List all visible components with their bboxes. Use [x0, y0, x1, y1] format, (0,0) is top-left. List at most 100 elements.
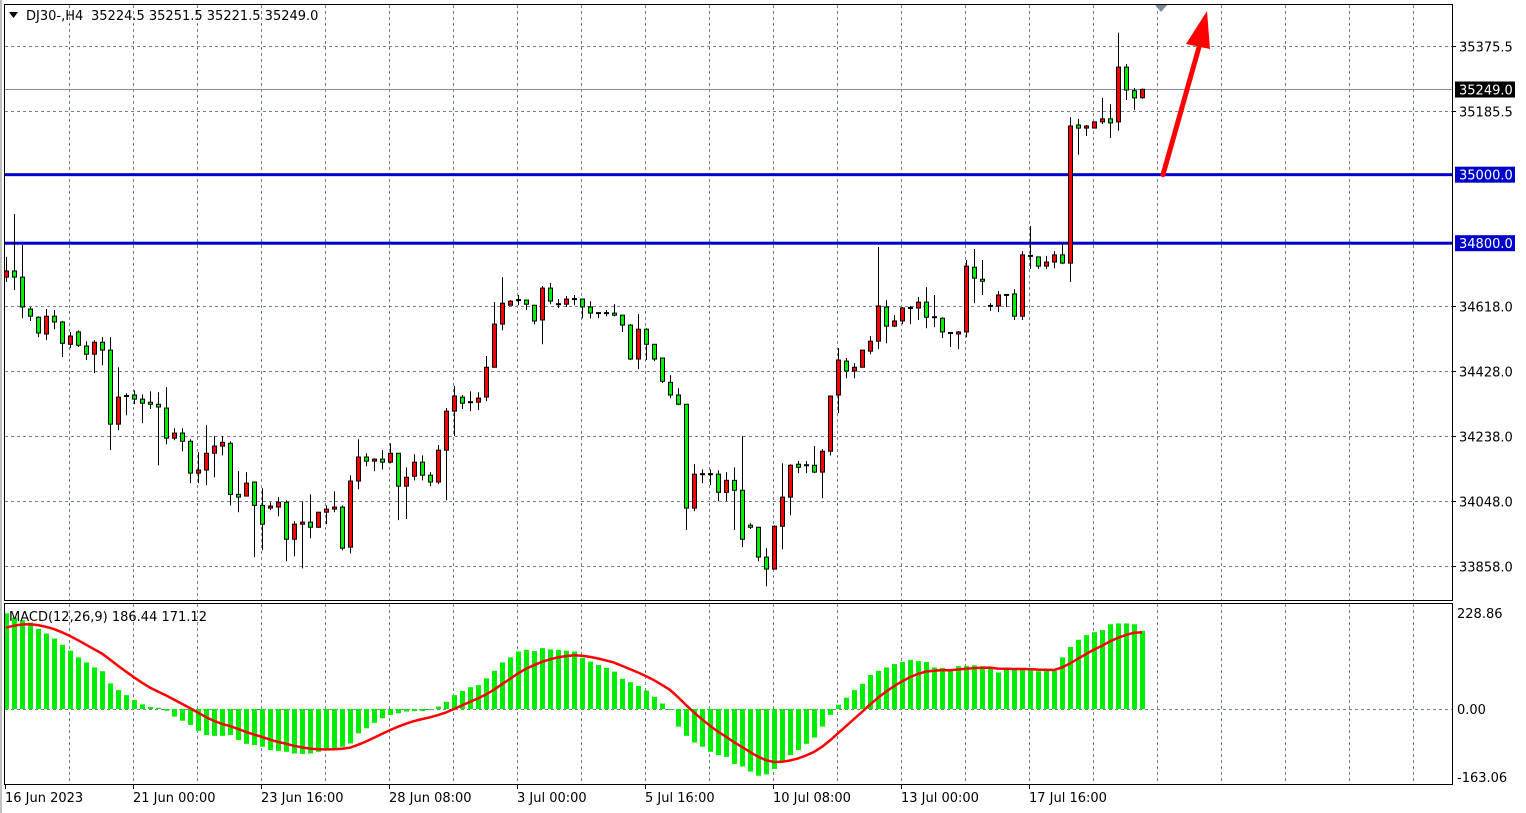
candle: [844, 358, 849, 379]
macd-bar: [668, 709, 673, 710]
candle: [276, 497, 281, 517]
macd-bar: [444, 701, 449, 709]
candle-body: [1100, 118, 1105, 123]
macd-bar: [68, 650, 73, 709]
candle-body: [340, 506, 345, 549]
candle: [756, 526, 761, 562]
macd-bar: [772, 709, 777, 769]
candle-body: [780, 496, 785, 527]
time-tick-label: 16 Jun 2023: [5, 791, 83, 806]
candle-body: [164, 407, 169, 439]
candle: [380, 450, 385, 470]
candle: [36, 316, 41, 338]
macd-bar: [932, 667, 937, 709]
price-tick-label: 34238.0: [1459, 431, 1513, 446]
candle: [1052, 251, 1057, 269]
macd-bar: [1044, 670, 1049, 709]
candle-body: [836, 359, 841, 396]
candle-body: [156, 403, 161, 408]
candle: [564, 295, 569, 307]
candle: [676, 388, 681, 406]
candle: [636, 314, 641, 369]
candle: [396, 452, 401, 521]
candle-body: [732, 479, 737, 491]
candle: [116, 367, 121, 431]
price-tick-label: 34428.0: [1459, 366, 1513, 381]
candle: [660, 357, 665, 384]
candle-body: [380, 458, 385, 463]
candle: [156, 392, 161, 466]
candle-body: [388, 452, 393, 463]
candle-body: [60, 321, 65, 344]
arrow-up-right-icon[interactable]: [1160, 11, 1210, 178]
macd-bar: [388, 709, 393, 715]
candle-body: [1076, 124, 1081, 129]
macd-bar: [340, 709, 345, 747]
candle-body: [532, 304, 537, 322]
candle-body: [684, 403, 689, 509]
candle: [812, 446, 817, 474]
candle-body: [940, 317, 945, 333]
candle: [140, 394, 145, 424]
candle-body: [492, 323, 497, 368]
level-line[interactable]: [5, 173, 1452, 177]
candle: [612, 304, 617, 317]
candle-body: [316, 511, 321, 528]
candle-body: [884, 306, 889, 327]
price-tick-label: 34618.0: [1459, 301, 1513, 316]
dropdown-triangle-icon[interactable]: [9, 12, 18, 18]
macd-bar: [740, 709, 745, 767]
candle: [228, 441, 233, 506]
macd-bar: [836, 704, 841, 709]
candle: [260, 488, 265, 551]
candle-body: [324, 508, 329, 513]
macd-bar: [188, 709, 193, 725]
candle-body: [412, 461, 417, 477]
candle: [508, 300, 513, 306]
candle-body: [636, 328, 641, 360]
macd-bar: [820, 709, 825, 727]
candle: [588, 301, 593, 319]
level-line[interactable]: [5, 241, 1452, 245]
candle-body: [548, 287, 553, 302]
candle: [164, 387, 169, 445]
macd-tick-label: 0.00: [1457, 703, 1486, 718]
macd-bar: [348, 709, 353, 744]
candle-body: [900, 307, 905, 322]
candle-body: [228, 442, 233, 495]
macd-bar: [84, 662, 89, 709]
candle-body: [692, 473, 697, 509]
macd-bar: [1028, 669, 1033, 709]
candle-body: [396, 452, 401, 487]
candle: [700, 469, 705, 484]
candle-body: [772, 525, 777, 570]
candle: [84, 341, 89, 361]
macd-bar: [1076, 639, 1081, 709]
candle-body: [372, 458, 377, 462]
chart-shift-marker-icon[interactable]: [1155, 5, 1167, 12]
candle: [716, 470, 721, 502]
candle-body: [628, 324, 633, 360]
main-chart-frame: [4, 4, 1453, 601]
candle-body: [452, 395, 457, 412]
candle: [900, 306, 905, 325]
candle: [1084, 124, 1089, 136]
macd-bar: [252, 709, 257, 746]
level-badge: [1455, 235, 1515, 252]
arrow-shaft[interactable]: [1160, 37, 1204, 178]
macd-bar: [868, 675, 873, 709]
arrow-head[interactable]: [1186, 11, 1210, 49]
candle: [596, 312, 601, 319]
candle-body: [668, 381, 673, 396]
candle: [796, 461, 801, 474]
time-tick-label: 10 Jul 08:00: [773, 791, 851, 806]
candle-body: [500, 302, 505, 325]
candle-body: [460, 396, 465, 404]
macd-bar: [100, 671, 105, 709]
macd-bar: [620, 678, 625, 709]
candle-body-doji: [468, 401, 473, 404]
macd-bar: [212, 709, 217, 736]
candle-body: [28, 308, 33, 317]
